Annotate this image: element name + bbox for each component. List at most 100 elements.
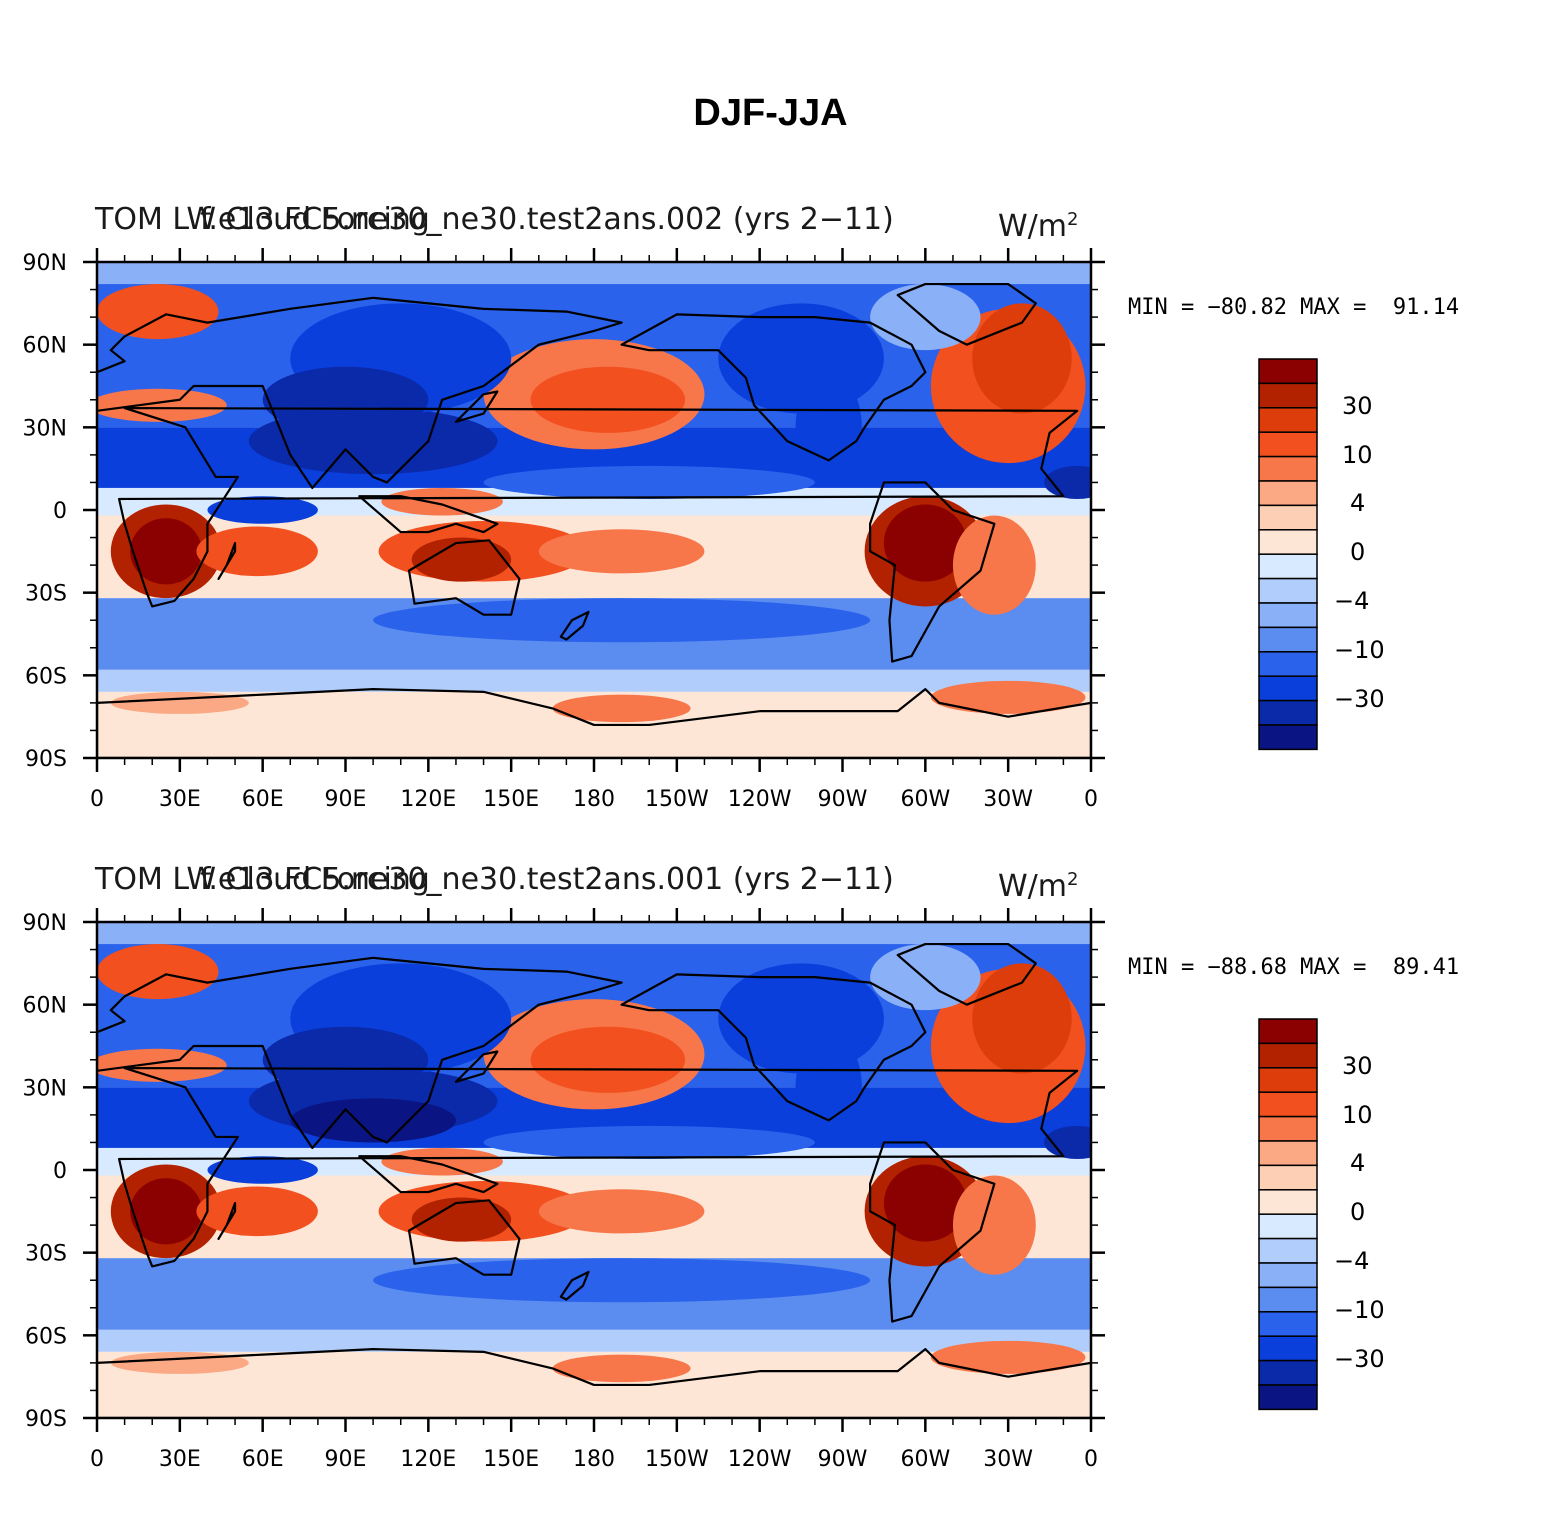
negative-anomaly (207, 1156, 317, 1184)
colorbar-box (1259, 1019, 1317, 1043)
lon-tick-label: 60W (900, 1447, 950, 1472)
colorbar-box (1259, 701, 1317, 725)
lon-tick-label: 90W (818, 1447, 868, 1472)
positive-anomaly (196, 1187, 317, 1237)
lat-tick-label: 0 (53, 1159, 67, 1184)
colorbar-label: 0 (1350, 538, 1365, 566)
subpolar-band-south (97, 670, 1091, 692)
colorbar-box (1259, 1312, 1317, 1336)
lon-tick-label: 120W (728, 1447, 792, 1472)
colorbar-label: 10 (1342, 441, 1373, 469)
panel-2-min-max: MIN = −88.68 MAX = 89.41 (1128, 955, 1459, 980)
lon-tick-label: 30W (983, 1447, 1033, 1472)
lon-tick-label: 150E (483, 787, 539, 812)
colorbar-label: −30 (1334, 1345, 1385, 1373)
colorbar-label: −10 (1334, 636, 1385, 664)
subpolar-band-south (97, 1330, 1091, 1352)
panel-2-colorbar: 30 10 4 0 −4 −10 −30 (1258, 1018, 1408, 1416)
lon-tick-label: 0 (90, 787, 104, 812)
colorbar-box (1259, 1043, 1317, 1067)
map-panel-1: TOM LW Cloud Forcing f.e13.FC5.ne30_ne30… (0, 192, 1541, 852)
lat-tick-label: 90S (25, 747, 67, 772)
lat-tick-label: 60N (23, 994, 67, 1019)
lon-tick-label: 120E (400, 787, 456, 812)
figure-title: DJF-JJA (0, 92, 1541, 135)
colorbar-box (1259, 1239, 1317, 1263)
colorbar-label: 4 (1350, 489, 1365, 517)
lat-tick-label: 90N (23, 911, 67, 936)
lon-tick-label: 90W (818, 787, 868, 812)
colorbar-label: −4 (1334, 587, 1369, 615)
colorbar-box (1259, 457, 1317, 481)
positive-anomaly (381, 1148, 502, 1176)
lon-tick-label: 120W (728, 787, 792, 812)
lat-tick-label: 60S (25, 1324, 67, 1349)
positive-anomaly (111, 1352, 249, 1374)
lon-tick-label: 30W (983, 787, 1033, 812)
positive-anomaly (953, 1176, 1036, 1275)
negative-anomaly (718, 303, 884, 413)
colorbar-boxes (1258, 1018, 1408, 1412)
colorbar-box (1259, 603, 1317, 627)
negative-anomaly (1044, 466, 1110, 499)
lon-tick-label: 150W (645, 787, 709, 812)
lat-tick-label: 90N (23, 251, 67, 276)
colorbar-box (1259, 1336, 1317, 1360)
lat-tick-label: 90S (25, 1407, 67, 1432)
negative-anomaly (870, 284, 980, 350)
positive-anomaly (530, 1027, 685, 1093)
positive-anomaly (539, 529, 705, 573)
colorbar-box (1259, 359, 1317, 383)
lat-tick-label: 60N (23, 334, 67, 359)
positive-anomaly (97, 944, 218, 999)
negative-anomaly (1044, 1126, 1110, 1159)
positive-anomaly (381, 488, 502, 516)
lat-tick-label: 30S (25, 1242, 67, 1267)
colorbar-label: −4 (1334, 1247, 1369, 1275)
positive-anomaly (530, 367, 685, 433)
positive-anomaly (89, 389, 227, 422)
colorbar-box (1259, 1141, 1317, 1165)
colorbar-box (1259, 1092, 1317, 1116)
colorbar-label: 0 (1350, 1198, 1365, 1226)
lon-tick-label: 30E (159, 1447, 201, 1472)
lon-tick-label: 180 (573, 1447, 615, 1472)
negative-anomaly (207, 496, 317, 524)
positive-anomaly (953, 516, 1036, 615)
colorbar-box (1259, 627, 1317, 651)
colorbar-box (1259, 1165, 1317, 1189)
colorbar-box (1259, 383, 1317, 407)
lon-tick-label: 0 (1084, 1447, 1098, 1472)
positive-anomaly (539, 1189, 705, 1233)
panel-1-min-max: MIN = −80.82 MAX = 91.14 (1128, 295, 1459, 320)
panel-1-colorbar: 30 10 4 0 −4 −10 −30 (1258, 358, 1408, 756)
lon-tick-label: 60E (242, 1447, 284, 1472)
colorbar-box (1259, 408, 1317, 432)
lon-tick-label: 0 (1084, 787, 1098, 812)
field-layer (89, 922, 1111, 1418)
colorbar-boxes (1258, 358, 1408, 752)
lat-tick-label: 30N (23, 416, 67, 441)
positive-anomaly (89, 1049, 227, 1082)
negative-anomaly (263, 1027, 429, 1093)
colorbar-box (1259, 1214, 1317, 1238)
negative-anomaly (718, 963, 884, 1073)
negative-anomaly (484, 466, 815, 499)
positive-anomaly (931, 1341, 1086, 1374)
map-panel-2: TOM LW Cloud Forcing f.e13.FC5.ne30_ne30… (0, 852, 1541, 1512)
positive-anomaly (972, 963, 1071, 1073)
colorbar-box (1259, 676, 1317, 700)
lon-tick-label: 180 (573, 787, 615, 812)
positive-anomaly (553, 1355, 691, 1383)
colorbar-box (1259, 725, 1317, 749)
colorbar-label: 30 (1342, 1052, 1373, 1080)
colorbar-box (1259, 554, 1317, 578)
colorbar-box (1259, 481, 1317, 505)
colorbar-label: 10 (1342, 1101, 1373, 1129)
positive-anomaly (111, 692, 249, 714)
colorbar-box (1259, 579, 1317, 603)
lon-tick-label: 0 (90, 1447, 104, 1472)
lon-tick-label: 150E (483, 1447, 539, 1472)
colorbar-box (1259, 530, 1317, 554)
colorbar-box (1259, 652, 1317, 676)
